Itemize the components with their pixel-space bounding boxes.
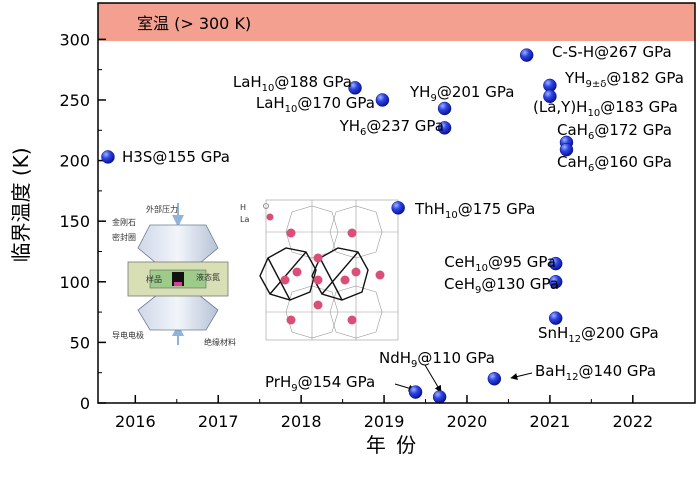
arrow-bah12 — [510, 372, 533, 380]
point-label: YH9@201 GPa — [409, 83, 514, 104]
x-tick-label: 2021 — [530, 412, 571, 431]
inset-label-atom-h: H — [240, 203, 246, 212]
point-label: CeH10@95 GPa — [444, 253, 556, 274]
x-tick-label: 2022 — [612, 412, 653, 431]
x-tick-label: 2016 — [115, 412, 156, 431]
data-point — [408, 385, 423, 399]
point-label: YH9±δ@182 GPa — [564, 69, 684, 90]
data-point — [437, 101, 452, 116]
x-tick-label: 2019 — [364, 412, 405, 431]
inset-label-gasket: 密封圈 — [112, 232, 136, 242]
inset-label-medium: 液态氮 — [196, 272, 220, 282]
data-point — [519, 48, 534, 62]
data-point — [375, 93, 390, 107]
point-label: YH6@237 GPa — [339, 117, 444, 138]
x-tick-label: 2020 — [447, 412, 488, 431]
data-point — [548, 311, 563, 325]
point-label: NdH9@110 GPa — [379, 349, 495, 370]
data-point — [432, 390, 447, 404]
point-label: SnH12@200 GPa — [538, 324, 659, 345]
point-label: PrH9@154 GPa — [265, 373, 375, 394]
y-tick-label: 200 — [59, 152, 90, 171]
x-tick-label: 2017 — [198, 412, 239, 431]
inset-label-insulator: 绝缘材料 — [204, 337, 236, 347]
data-point — [543, 89, 557, 104]
point-label: CeH9@130 GPa — [444, 275, 559, 296]
point-label: ThH10@175 GPa — [414, 200, 535, 221]
x-tick-label: 2018 — [281, 412, 322, 431]
y-tick-label: 150 — [59, 212, 90, 231]
data-point — [348, 81, 362, 95]
x-axis-title: 年 份 — [366, 433, 418, 457]
data-point — [487, 372, 502, 386]
point-label: CaH6@160 GPa — [557, 153, 672, 174]
room-temp-band — [98, 3, 695, 41]
data-point — [548, 256, 563, 271]
y-tick-label: 50 — [70, 333, 90, 352]
data-point — [391, 201, 405, 215]
y-tick-label: 100 — [59, 273, 90, 292]
inset-label-diamond: 金刚石 — [112, 217, 136, 227]
data-point — [559, 142, 574, 157]
arrow-ndh9 — [424, 364, 442, 393]
inset-label-pressure: 外部压力 — [146, 204, 178, 214]
y-tick-label: 250 — [59, 91, 90, 110]
room-temp-band-label: 室温 (> 300 K) — [137, 14, 251, 33]
point-label: C-S-H@267 GPa — [552, 43, 672, 61]
point-label: H3S@155 GPa — [122, 148, 230, 166]
point-label: CaH6@172 GPa — [557, 121, 672, 142]
point-label: LaH10@170 GPa — [256, 94, 375, 115]
diamond-anvil-cell-inset: 外部压力 金刚石 密封圈 样品 液态氮 导电电极 绝缘材料 — [112, 203, 236, 347]
inset-label-sample: 样品 — [146, 274, 162, 284]
data-point — [437, 121, 452, 135]
y-axis-title: 临界温度 (K) — [9, 147, 33, 262]
plot-frame — [97, 2, 696, 404]
data-point — [548, 275, 563, 289]
inset-label-atom-la: La — [240, 215, 249, 224]
point-label: LaH10@188 GPa — [233, 73, 352, 94]
data-point — [101, 150, 115, 164]
y-tick-label: 300 — [59, 30, 90, 49]
point-label: (La,Y)H10@183 GPa — [533, 98, 678, 119]
point-label: BaH12@140 GPa — [535, 362, 656, 383]
inset-label-electrode: 导电电极 — [112, 330, 144, 340]
y-tick-label: 0 — [80, 394, 90, 413]
clathrate-structure-inset: H La — [240, 199, 399, 341]
